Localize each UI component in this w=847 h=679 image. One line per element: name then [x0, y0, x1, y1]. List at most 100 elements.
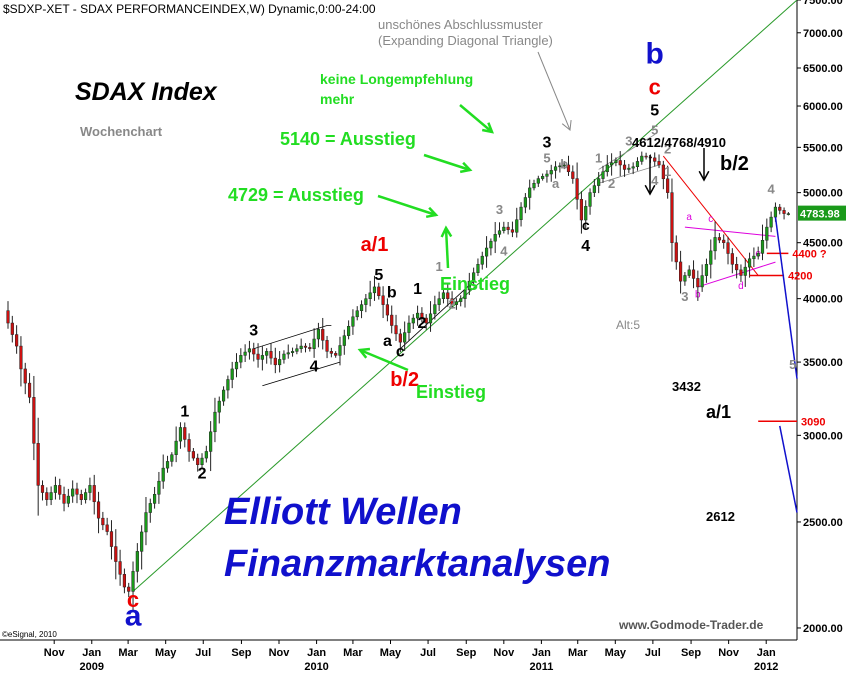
candle-body	[778, 206, 782, 211]
wave-label: 5	[651, 123, 658, 138]
candle-body	[6, 310, 10, 324]
candle-body	[204, 451, 208, 459]
arrow-targets-head	[644, 184, 656, 196]
candle-body	[364, 298, 368, 305]
candle-body	[114, 546, 118, 562]
candle-body	[213, 411, 217, 433]
x-year-label: 2011	[529, 661, 553, 673]
candle-body	[597, 178, 601, 186]
candle-body	[183, 427, 187, 440]
arrow-wave-b2-head	[698, 170, 710, 182]
candle-body	[562, 164, 566, 167]
forecast-paths	[774, 216, 798, 513]
channel-wave-c-2010	[400, 280, 474, 350]
candle-body	[96, 501, 101, 519]
candle-body	[170, 454, 174, 462]
candle-body	[10, 322, 14, 335]
candle-body	[541, 176, 545, 179]
candle-body	[674, 242, 678, 263]
candle-body	[523, 197, 527, 208]
candle-body	[747, 258, 752, 268]
candle-body	[226, 379, 230, 391]
trend-line-correction-decline	[662, 155, 759, 276]
wave-label: 4	[310, 359, 319, 376]
pattern-note-2: (Expanding Diagonal Triangle)	[378, 33, 553, 48]
candle-body	[200, 457, 204, 465]
candle-body	[196, 457, 200, 465]
candle-body	[735, 264, 739, 271]
candle-body	[717, 237, 721, 241]
candle-body	[579, 199, 584, 221]
candle-body	[407, 322, 411, 333]
candle-body	[657, 161, 661, 166]
candle-body	[394, 325, 398, 335]
x-tick-label: Mar	[568, 647, 588, 659]
candle-body	[428, 313, 433, 324]
exit-5140: 5140 = Ausstieg	[280, 129, 416, 149]
forecast-a1	[774, 216, 798, 379]
wave-label: a/1	[361, 234, 389, 256]
candle-body	[32, 397, 36, 444]
wave-label: 4	[500, 244, 508, 259]
candle-body	[127, 586, 131, 592]
target-3432: 3432	[672, 379, 701, 394]
candle-body	[321, 329, 325, 341]
y-tick-label: 4500.00	[803, 238, 843, 250]
candle-body	[191, 451, 195, 459]
y-tick-label: 7000.00	[803, 28, 843, 40]
candle-body	[588, 192, 592, 207]
candle-body	[49, 492, 53, 500]
arrow-no-recommend	[459, 104, 493, 133]
wave-label: 2	[417, 315, 426, 332]
candle-body	[441, 292, 446, 299]
candle-body	[497, 230, 502, 235]
y-tick-label: 3500.00	[803, 357, 843, 369]
wave-label: c	[649, 74, 661, 99]
wave-label: b	[646, 38, 664, 71]
x-tick-label: Sep	[231, 647, 251, 659]
candle-body	[15, 334, 19, 347]
candle-body	[472, 272, 476, 282]
candle-body	[627, 167, 631, 170]
wave-label: 3	[496, 202, 503, 217]
candle-body	[234, 361, 239, 370]
candle-body	[286, 352, 290, 355]
candle-body	[299, 345, 303, 349]
wave-label: 5	[789, 357, 796, 372]
candle-body	[679, 261, 683, 282]
arrow-entry-1-head	[440, 225, 453, 238]
candle-body	[88, 485, 92, 493]
candle-body	[515, 219, 519, 233]
candle-body	[519, 206, 523, 220]
candle-body	[161, 467, 165, 482]
wave-label: a	[125, 600, 142, 633]
candle-body	[437, 298, 441, 305]
candle-body	[221, 389, 226, 402]
plot-frame	[0, 0, 798, 641]
candle-body	[58, 485, 62, 495]
candle-body	[209, 431, 213, 452]
x-year-label: 2010	[304, 661, 328, 673]
wave-label: a	[383, 333, 392, 350]
triangle-label: a	[686, 212, 692, 223]
candle-body	[416, 312, 420, 319]
candle-body	[713, 237, 717, 252]
candle-body	[75, 488, 79, 495]
candle-body	[756, 253, 760, 257]
candle-body	[79, 494, 83, 500]
copyright: ©eSignal, 2010	[2, 630, 57, 639]
no-recommend-line-2: mehr	[320, 91, 355, 107]
candle-body	[342, 335, 346, 346]
wave-label: 4	[651, 173, 659, 188]
candle-body	[40, 485, 45, 493]
candle-body	[239, 355, 243, 363]
x-tick-label: Jul	[645, 647, 661, 659]
candle-body	[571, 171, 575, 179]
candle-body	[769, 216, 773, 228]
candle-body	[631, 166, 635, 169]
candle-body	[709, 250, 713, 265]
candle-body	[752, 255, 756, 260]
candle-body	[545, 173, 549, 177]
y-tick-label: 6500.00	[803, 63, 843, 75]
